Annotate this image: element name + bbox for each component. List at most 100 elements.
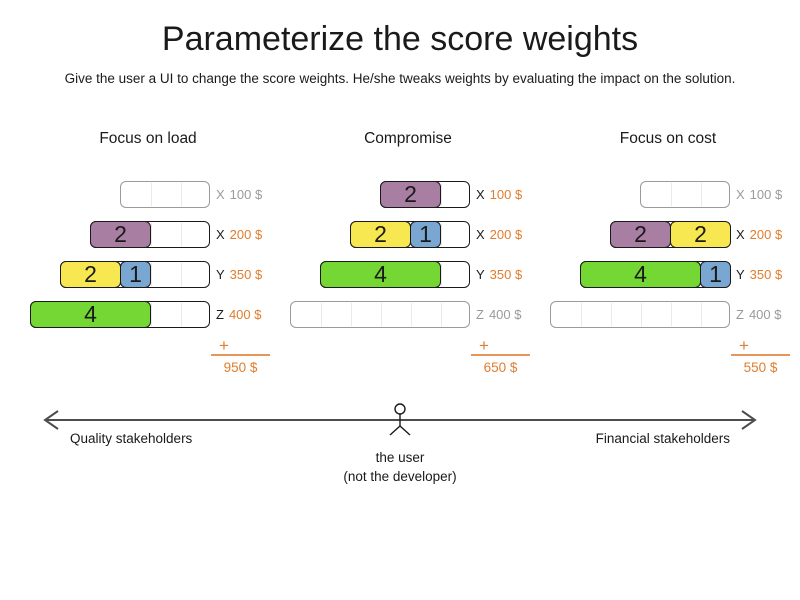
unit-separator [181, 263, 182, 286]
sum-line [471, 354, 530, 356]
process-block-blue: 1 [700, 261, 731, 288]
unit-separator [151, 183, 152, 206]
resource-letter: X [736, 187, 745, 202]
process-block-yellow: 2 [60, 261, 121, 288]
row-label: X 200 $ [476, 221, 522, 248]
weight-bar-y-2: 4 [320, 261, 470, 288]
unit-separator [441, 303, 442, 326]
stakeholder-axis [43, 403, 757, 436]
user-caption-line1: the user [375, 450, 425, 465]
weight-bar-x-0 [640, 181, 730, 208]
resource-price: 100 $ [229, 187, 263, 202]
user-caption-line2: (not the developer) [343, 469, 457, 484]
resource-price: 350 $ [489, 267, 523, 282]
page-subtitle: Give the user a UI to change the score w… [64, 71, 736, 86]
resource-price: 350 $ [229, 267, 263, 282]
scenario-title: Compromise [364, 130, 452, 147]
resource-price: 350 $ [749, 267, 783, 282]
unit-separator [181, 303, 182, 326]
resource-letter: Y [476, 267, 485, 282]
process-block-green: 4 [30, 301, 151, 328]
process-block-yellow: 2 [670, 221, 731, 248]
row-label: Y 350 $ [736, 261, 782, 288]
resource-letter: X [476, 227, 485, 242]
resource-letter: Y [216, 267, 225, 282]
sum-total-value: 950 $ [223, 360, 258, 375]
sum-total-block: + 650 $ [471, 336, 530, 375]
weight-bar-z-3 [290, 301, 470, 328]
resource-letter: X [476, 187, 485, 202]
scenario-compromise: Compromise 2 X 100 $2 1 X 200 $4 Y 350 $ Z 400 $ … [260, 0, 540, 395]
unit-separator [181, 183, 182, 206]
resource-price: 100 $ [749, 187, 783, 202]
unit-separator [671, 303, 672, 326]
unit-separator [701, 303, 702, 326]
unit-separator [321, 303, 322, 326]
weight-bar-z-3 [550, 301, 730, 328]
sum-total-block: + 950 $ [211, 336, 270, 375]
unit-separator [181, 223, 182, 246]
unit-separator [671, 183, 672, 206]
weight-bar-x-0: 2 [380, 181, 470, 208]
unit-separator [151, 303, 152, 326]
row-label: X 100 $ [216, 181, 262, 208]
unit-separator [151, 223, 152, 246]
unit-separator [441, 223, 442, 246]
weight-bar-x-0 [120, 181, 210, 208]
plus-icon: + [739, 336, 749, 355]
resource-price: 400 $ [748, 307, 782, 322]
resource-price: 200 $ [229, 227, 263, 242]
row-label: X 100 $ [736, 181, 782, 208]
unit-separator [611, 303, 612, 326]
unit-separator [441, 263, 442, 286]
resource-letter: Z [476, 307, 484, 322]
weight-bar-z-3: 4 [30, 301, 210, 328]
resource-price: 400 $ [228, 307, 262, 322]
resource-letter: Z [216, 307, 224, 322]
left-arrowhead-icon [43, 410, 59, 430]
sum-total-value: 550 $ [743, 360, 778, 375]
row-label: Z 400 $ [216, 301, 262, 328]
resource-letter: X [216, 187, 225, 202]
row-label: Z 400 $ [476, 301, 522, 328]
plus-icon: + [219, 336, 229, 355]
row-label: X 200 $ [736, 221, 782, 248]
sum-total-value: 650 $ [483, 360, 518, 375]
process-block-blue: 1 [410, 221, 441, 248]
resource-price: 100 $ [489, 187, 523, 202]
resource-letter: X [736, 227, 745, 242]
resource-price: 400 $ [488, 307, 522, 322]
process-block-yellow: 2 [350, 221, 411, 248]
process-block-green: 4 [320, 261, 441, 288]
unit-separator [641, 303, 642, 326]
scenario-title: Focus on load [99, 130, 197, 147]
row-label: Z 400 $ [736, 301, 782, 328]
process-block-purple: 2 [610, 221, 671, 248]
sum-line [731, 354, 790, 356]
resource-letter: Y [736, 267, 745, 282]
plus-icon: + [479, 336, 489, 355]
scenario-focus-on-load: Focus on load X 100 $2 X 200 $2 1 Y 350 $4 Z 400… [0, 0, 280, 395]
unit-separator [581, 303, 582, 326]
weight-bar-x-1: 2 [90, 221, 210, 248]
sum-total-block: + 550 $ [731, 336, 790, 375]
resource-price: 200 $ [749, 227, 783, 242]
process-block-green: 4 [580, 261, 701, 288]
user-stick-figure-icon [389, 403, 411, 436]
unit-separator [701, 183, 702, 206]
scenario-title: Focus on cost [619, 130, 717, 147]
row-label: Y 350 $ [216, 261, 262, 288]
scenario-focus-on-cost: Focus on cost X 100 $2 2 X 200 $4 1 Y 350 $ Z 400… [520, 0, 800, 395]
right-arrowhead-icon [741, 410, 757, 430]
axis-label-quality: Quality stakeholders [70, 431, 193, 446]
page-title: Parameterize the score weights [161, 20, 639, 58]
process-block-purple: 2 [380, 181, 441, 208]
row-label: X 100 $ [476, 181, 522, 208]
row-label: X 200 $ [216, 221, 262, 248]
unit-separator [151, 263, 152, 286]
resource-letter: X [216, 227, 225, 242]
